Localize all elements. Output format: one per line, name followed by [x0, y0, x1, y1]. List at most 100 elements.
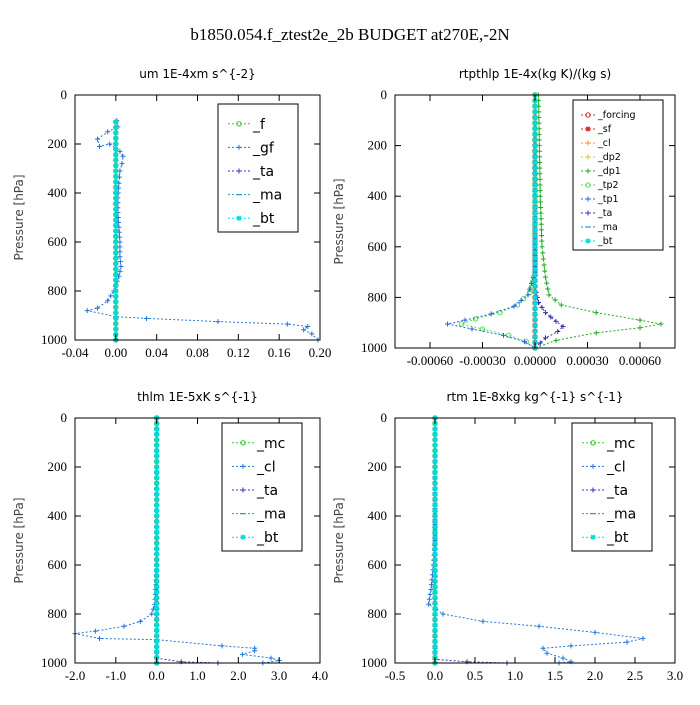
series-markers-bt [532, 92, 538, 351]
legend-label: _bt [606, 530, 629, 546]
legend-marker [240, 463, 246, 469]
data-point [537, 159, 543, 165]
data-point [540, 645, 546, 651]
y-tick-label: 1000 [361, 340, 387, 355]
legend-label: _gf [252, 140, 275, 156]
y-axis-label: Pressure [hPa] [12, 174, 26, 260]
x-tick-label: 0.0 [427, 668, 443, 683]
panel-title: rtm 1E-8xkg kg^{-1} s^{-1} [446, 390, 623, 404]
y-tick-label: 1000 [41, 332, 67, 347]
data-point [252, 648, 258, 654]
data-point [532, 126, 538, 132]
legend: _f _gf _ta _ma _bt [217, 103, 299, 233]
data-point [624, 639, 630, 645]
data-point [113, 168, 119, 174]
data-point [538, 210, 544, 216]
x-tick-label: 0.20 [309, 345, 332, 360]
data-point [119, 161, 125, 167]
data-point [268, 655, 274, 661]
data-point [553, 337, 559, 343]
data-point [154, 459, 160, 465]
legend-label: _ma [252, 188, 282, 204]
data-point [219, 643, 225, 649]
y-tick-label: 400 [48, 185, 68, 200]
data-point [546, 292, 552, 298]
data-point [113, 326, 119, 332]
legend-marker [585, 140, 591, 146]
y-tick-label: 1000 [41, 655, 67, 670]
data-point [113, 124, 119, 130]
x-tick-label: 1.5 [547, 668, 563, 683]
data-point [553, 318, 559, 324]
x-tick-label: 0.08 [186, 345, 209, 360]
data-point [432, 600, 438, 606]
data-point [511, 303, 517, 309]
x-tick-label: 3.0 [271, 668, 287, 683]
data-point [538, 204, 544, 210]
series-markers-bt [432, 415, 438, 666]
x-tick-label: 0.00000 [514, 353, 556, 368]
data-point [522, 339, 527, 345]
legend-marker [590, 487, 596, 493]
legend-label: _cl [256, 459, 276, 475]
data-point [432, 448, 438, 454]
data-point [113, 261, 119, 267]
data-point [154, 546, 160, 552]
data-point [143, 315, 149, 321]
data-point [532, 199, 538, 205]
x-tick-label: 0.12 [227, 345, 250, 360]
data-point [432, 578, 438, 584]
legend-box [571, 422, 653, 552]
data-point [536, 623, 542, 629]
y-axis-label: Pressure [hPa] [332, 178, 346, 264]
data-point [117, 249, 123, 255]
data-point [154, 611, 160, 617]
data-point [426, 596, 432, 602]
data-point [537, 340, 543, 346]
panel-rtm: rtm 1E-8xkg kg^{-1} s^{-1} Pressure [hPa]… [332, 390, 683, 683]
figure-title: b1850.054.f_ztest2e_2b BUDGET at270E,-2N [190, 25, 509, 44]
legend: _mc _cl _ta _ma _bt [571, 422, 653, 552]
data-point [432, 584, 438, 590]
data-point [113, 228, 119, 234]
data-point [552, 297, 558, 303]
series-markers-dp1 [532, 92, 664, 351]
data-point [539, 305, 545, 311]
data-point [432, 431, 438, 437]
data-point [113, 293, 119, 299]
legend-marker [236, 121, 242, 127]
data-point [532, 249, 538, 255]
data-point [532, 278, 538, 284]
series-line-ta [434, 418, 508, 664]
data-point [539, 244, 545, 250]
data-point [117, 148, 123, 154]
legend-label: _sf [597, 124, 612, 135]
data-point [532, 289, 538, 295]
data-point [113, 299, 119, 305]
data-point [428, 582, 434, 588]
data-point [532, 300, 538, 306]
data-point [113, 255, 119, 261]
data-point [116, 219, 122, 225]
data-point [432, 611, 438, 617]
data-point [113, 135, 119, 141]
y-tick-label: 600 [368, 239, 388, 254]
data-point [154, 529, 160, 535]
x-tick-label: -1.0 [106, 668, 127, 683]
data-point [537, 188, 543, 194]
data-point [501, 332, 506, 338]
data-point [137, 618, 143, 624]
series-markers-bt [113, 119, 119, 343]
legend: _forcing _sf _cl _dp2 _dp1 _tp2 _tp1 _ta _ma _bt [572, 99, 664, 251]
data-point [497, 309, 503, 316]
panel-um: um 1E-4xm s^{-2} Pressure [hPa] 0 200 400 600… [12, 67, 331, 360]
data-point [658, 321, 664, 327]
data-point [545, 286, 551, 292]
data-point [154, 497, 160, 503]
data-point [113, 119, 119, 125]
data-point [432, 426, 438, 432]
legend-label: _ma [597, 222, 618, 233]
data-point [113, 250, 119, 256]
data-point [113, 217, 119, 223]
